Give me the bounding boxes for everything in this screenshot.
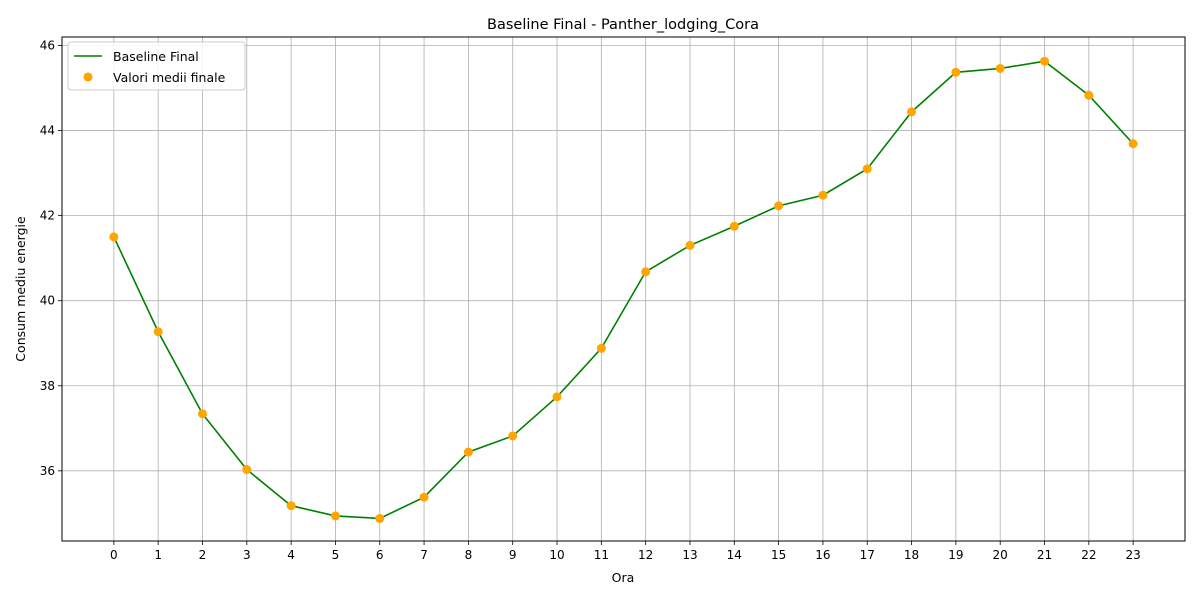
series-baseline-final	[113, 60, 1134, 520]
x-tick-label: 5	[332, 548, 340, 562]
data-point	[818, 190, 828, 200]
y-tick-label: 36	[40, 464, 55, 478]
data-point	[774, 201, 784, 211]
x-tick-label: 17	[860, 548, 875, 562]
legend-entry-baseline-final: Baseline Final	[113, 49, 199, 64]
x-tick-label: 14	[727, 548, 742, 562]
x-tick-label: 2	[199, 548, 207, 562]
data-point	[641, 267, 651, 277]
legend-box	[67, 41, 246, 91]
x-axis-label: Ora	[612, 570, 635, 585]
chart-title: Baseline Final - Panther_lodging_Cora	[487, 17, 759, 33]
data-point	[197, 409, 207, 419]
x-tick-label: 0	[110, 548, 118, 562]
x-tick-label: 12	[638, 548, 653, 562]
x-tick-label: 8	[465, 548, 473, 562]
grid	[62, 37, 1185, 541]
data-point	[330, 511, 340, 521]
x-tick-label: 4	[287, 548, 295, 562]
data-point	[1084, 90, 1094, 100]
y-axis: 36 38 40 42 44 46	[40, 39, 62, 478]
y-tick-label: 38	[40, 379, 55, 393]
legend: Baseline Final Valori medii finale	[67, 41, 246, 91]
series-valori-medii-finale	[109, 56, 1138, 523]
x-tick-label: 22	[1081, 548, 1096, 562]
data-point	[508, 431, 518, 441]
data-point	[109, 232, 119, 242]
legend-entry-valori-medii-finale: Valori medii finale	[113, 70, 226, 85]
x-tick-label: 13	[682, 548, 697, 562]
x-tick-label: 23	[1126, 548, 1141, 562]
legend-marker-swatch	[83, 72, 93, 82]
x-axis: 0 1 2 3 4 5 6 7 8 9 10 11 12 13 14 15 16 17 18 19 20 21 22 23	[110, 541, 1141, 562]
x-tick-label: 3	[243, 548, 251, 562]
y-axis-label: Consum mediu energie	[13, 216, 28, 362]
data-point	[1128, 139, 1138, 149]
x-tick-label: 16	[815, 548, 830, 562]
data-point	[463, 447, 473, 457]
data-point	[685, 240, 695, 250]
x-tick-label: 6	[376, 548, 384, 562]
x-tick-label: 19	[948, 548, 963, 562]
x-tick-label: 18	[904, 548, 919, 562]
data-point	[286, 501, 296, 511]
data-point	[907, 107, 917, 117]
data-point	[375, 513, 385, 523]
y-tick-label: 40	[40, 294, 55, 308]
x-tick-label: 11	[594, 548, 609, 562]
baseline-final-line	[113, 60, 1134, 520]
data-point	[951, 67, 961, 77]
data-point	[596, 343, 606, 353]
data-point	[153, 327, 163, 337]
data-point	[995, 63, 1005, 73]
x-tick-label: 9	[509, 548, 517, 562]
y-tick-label: 46	[40, 39, 55, 53]
x-tick-label: 21	[1037, 548, 1052, 562]
plot-frame	[61, 36, 1186, 542]
y-tick-label: 44	[40, 124, 55, 138]
data-point	[419, 492, 429, 502]
x-tick-label: 20	[993, 548, 1008, 562]
data-point	[242, 465, 252, 475]
data-point	[1040, 56, 1050, 66]
x-tick-label: 7	[420, 548, 428, 562]
data-point	[729, 221, 739, 231]
data-point	[862, 164, 872, 174]
data-point	[552, 392, 562, 402]
x-tick-label: 15	[771, 548, 786, 562]
x-tick-label: 1	[154, 548, 162, 562]
y-tick-label: 42	[40, 209, 55, 223]
x-tick-label: 10	[549, 548, 564, 562]
